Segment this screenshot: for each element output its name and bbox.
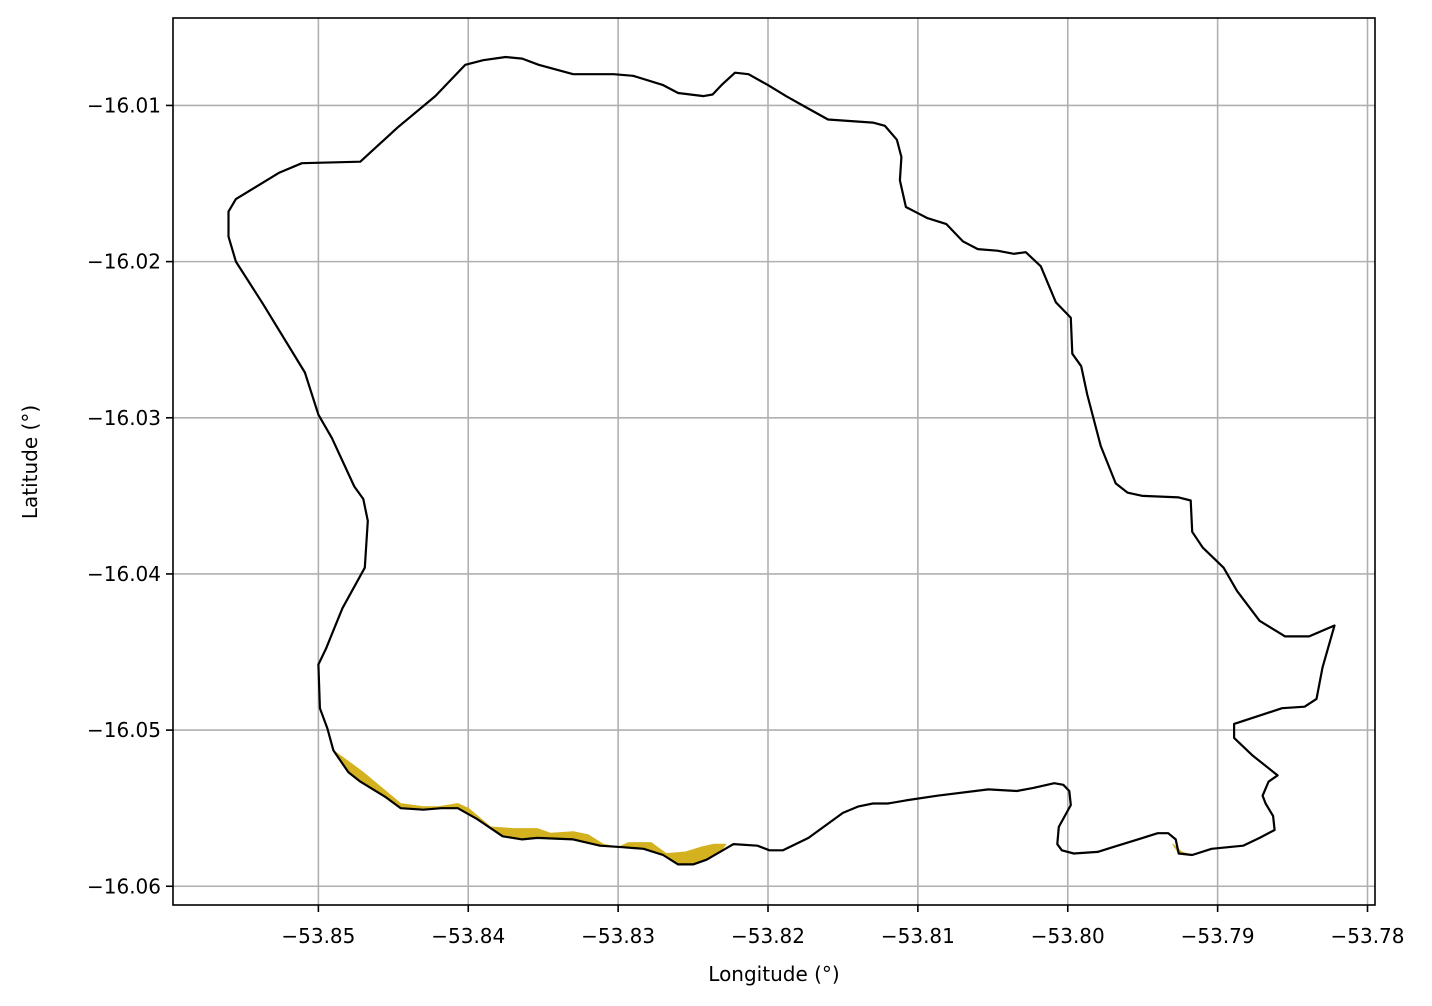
x-tick-label: −53.83 <box>581 924 655 948</box>
y-tick-label: −16.02 <box>87 250 161 274</box>
y-axis-label: Latitude (°) <box>18 405 42 519</box>
y-axis-ticks: −16.01 −16.02 −16.03 −16.04 −16.05 −16.06 <box>87 93 173 898</box>
x-gridlines <box>317 18 1369 905</box>
x-tick-label: −53.78 <box>1330 924 1404 948</box>
y-tick-label: −16.01 <box>87 93 161 117</box>
x-tick-label: −53.82 <box>731 924 805 948</box>
x-axis-label: Longitude (°) <box>708 962 839 986</box>
y-tick-label: −16.04 <box>87 562 161 586</box>
y-tick-label: −16.05 <box>87 718 161 742</box>
y-tick-label: −16.03 <box>87 406 161 430</box>
x-tick-label: −53.80 <box>1031 924 1105 948</box>
x-axis-ticks: −53.85 −53.84 −53.83 −53.82 −53.81 −53.80 −53.… <box>281 905 1405 948</box>
plot-frame <box>172 17 1376 906</box>
boundary-polygon <box>227 55 1336 866</box>
x-tick-label: −53.81 <box>881 924 955 948</box>
x-tick-label: −53.84 <box>431 924 505 948</box>
y-tick-label: −16.06 <box>87 874 161 898</box>
highlight-region <box>332 750 727 865</box>
x-tick-label: −53.79 <box>1181 924 1255 948</box>
y-gridlines <box>173 104 1375 888</box>
x-tick-label: −53.85 <box>281 924 355 948</box>
boundary-outline <box>227 55 1336 866</box>
